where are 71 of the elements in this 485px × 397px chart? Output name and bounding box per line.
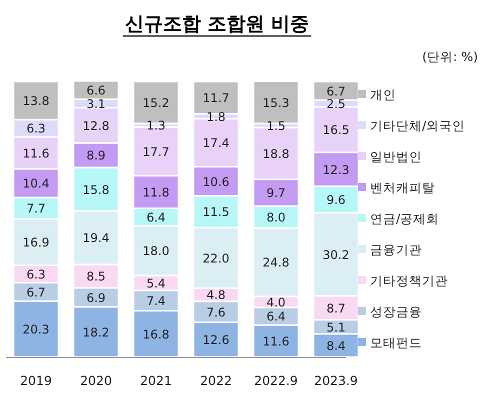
data-label: 6.3 [26,267,46,282]
data-label: 8.4 [326,338,346,353]
data-label: 10.4 [22,176,50,191]
data-label: 4.0 [266,295,286,310]
data-label: 2.5 [326,96,346,111]
data-label: 15.2 [142,96,170,110]
data-label: 7.4 [146,294,166,308]
data-label: 11.6 [262,334,290,349]
data-label: 6.7 [326,84,346,98]
data-label: 16.5 [322,123,350,138]
data-label: 8.5 [86,270,106,284]
legend-label: 기타단체/외국인 [370,118,466,133]
data-label: 6.6 [86,84,106,98]
legend-label: 금융기관 [370,242,422,257]
text: (단위: %) [422,49,478,64]
x-tick-label: 2022.9 [254,373,298,388]
legend-label: 모태펀드 [370,335,422,350]
data-label: 8.0 [266,210,286,225]
x-tick-label: 2020 [80,373,112,388]
data-label: 11.7 [202,91,230,106]
legend-label: 기타정책기관 [370,273,448,288]
data-label: 18.0 [142,244,170,258]
data-label: 5.1 [326,320,346,334]
x-tick-label: 2022 [200,373,232,388]
data-label: 10.6 [202,174,230,189]
x-tick-label: 2019 [20,373,52,388]
data-label: 11.8 [142,186,170,200]
data-label: 6.7 [26,285,46,300]
data-label: 6.9 [86,290,106,305]
data-label: 15.8 [82,182,110,197]
data-label: 12.8 [82,118,110,133]
data-label: 5.4 [146,276,166,290]
x-tick-label: 2023.9 [314,373,358,388]
data-label: 17.4 [202,136,230,150]
data-label: 9.6 [326,192,346,207]
data-label: 20.3 [22,322,50,337]
data-label: 1.3 [146,118,166,133]
legend-label: 일반법인 [370,149,422,164]
legend-label: 개인 [370,87,396,102]
data-label: 11.6 [22,146,50,160]
data-label: 30.2 [322,248,350,262]
x-tick-label: 2021 [140,373,172,388]
data-label: 13.8 [22,94,50,108]
data-label: 12.3 [322,162,350,177]
data-label: 4.8 [206,288,226,302]
data-label: 6.4 [266,310,286,324]
data-label: 15.3 [262,96,290,110]
data-label: 8.7 [326,301,346,316]
data-label: 3.1 [86,96,106,111]
data-label: 18.2 [82,325,110,340]
data-label: 17.7 [142,144,170,159]
data-label: 7.7 [26,202,46,216]
data-label: 12.6 [202,333,230,348]
legend-label: 연금/공제회 [370,211,440,226]
data-label: 19.4 [82,231,110,246]
data-label: 18.8 [262,146,290,161]
data-label: 1.5 [266,118,286,133]
legend-label: 성장금융 [370,304,422,319]
legend-label: 벤처캐피탈 [370,180,435,195]
data-label: 6.4 [146,210,166,225]
data-label: 16.8 [142,327,170,342]
data-label: 8.9 [86,148,106,163]
data-label: 6.3 [26,122,46,136]
data-label: 1.8 [206,110,226,124]
data-label: 7.6 [206,305,226,320]
data-label: 22.0 [202,251,230,266]
chart-title: 신규조합 조합원 비중 [124,13,310,35]
data-label: 16.9 [22,236,50,250]
data-label: 24.8 [262,256,290,270]
data-label: 9.7 [266,186,286,200]
data-label: 11.5 [202,205,230,220]
